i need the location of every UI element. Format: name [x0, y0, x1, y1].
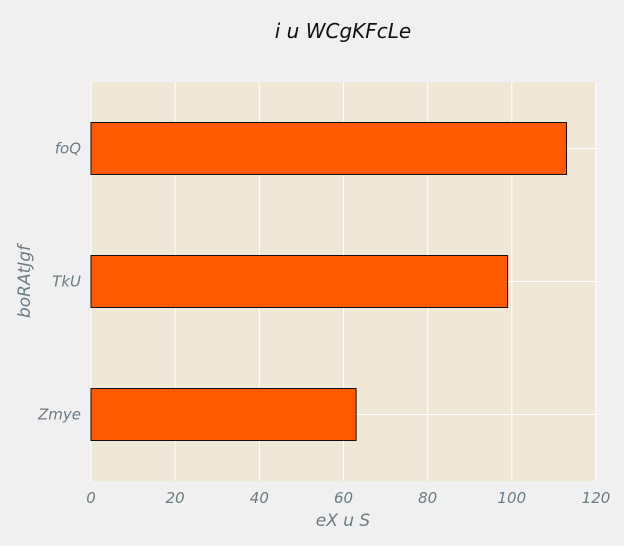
y-axis-label: boRAtJgf [15, 242, 35, 318]
y-tick-label: Zmye [37, 406, 81, 424]
x-tick-label: 60 [334, 489, 353, 507]
chart-title: i u WCgKFcLe [275, 19, 411, 43]
x-axis-label: eX u S [316, 511, 371, 531]
bars [90, 122, 568, 441]
x-tick-label: 80 [418, 489, 437, 507]
x-tick-label: 120 [582, 489, 611, 507]
y-tick-labels: foQ TkU Zmye [37, 140, 81, 424]
y-tick-label: TkU [52, 273, 81, 291]
y-tick-label: foQ [55, 140, 81, 158]
x-tick-label: 0 [86, 489, 96, 507]
x-tick-label: 20 [166, 489, 185, 507]
x-tick-label: 100 [498, 489, 527, 507]
x-tick-labels: 0 20 40 60 80 100 120 [86, 489, 610, 507]
bar-zmye [90, 388, 357, 441]
x-tick-label: 40 [250, 489, 269, 507]
bar-tku [90, 255, 509, 308]
bar-foq [90, 122, 568, 175]
